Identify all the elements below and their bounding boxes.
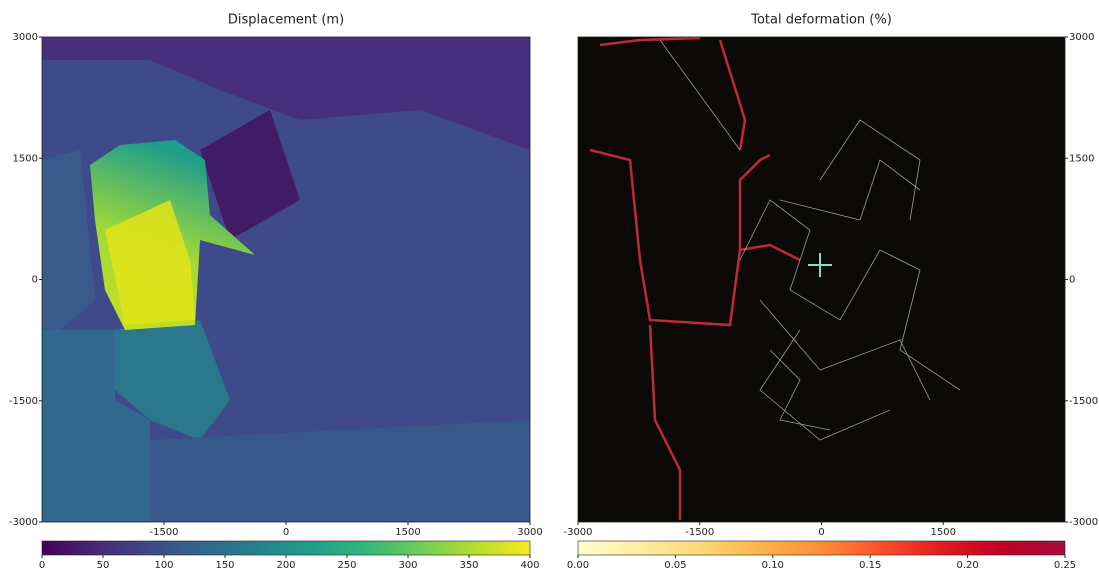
x-tick-label: -3000	[563, 527, 592, 538]
x-tick-label: 0	[818, 527, 824, 538]
colorbar-tick-label: 400	[520, 560, 539, 571]
y-tick-label: 1500	[13, 153, 38, 164]
colorbar-tick-label: 350	[459, 560, 478, 571]
y-tick-label: 3000	[1069, 32, 1094, 43]
y-tick-label: 0	[32, 275, 38, 286]
x-tick-label: 3000	[517, 527, 542, 538]
colorbar-tick-label: 0.00	[567, 560, 589, 571]
colorbar-tick-label: 100	[154, 560, 173, 571]
deformation-image	[578, 37, 1065, 522]
chart-title: Displacement (m)	[228, 13, 344, 28]
colorbar-tick-label: 0	[39, 560, 45, 571]
colorbar-tick-label: 300	[398, 560, 417, 571]
colorbar-tick-label: 250	[337, 560, 356, 571]
x-tick-label: 1500	[931, 527, 956, 538]
colorbar-tick-label: 0.20	[956, 560, 978, 571]
colorbar-tick-label: 0.05	[664, 560, 686, 571]
y-tick-label: -1500	[9, 396, 38, 407]
colorbar-tick-label: 0.25	[1054, 560, 1076, 571]
y-tick-label: 3000	[13, 32, 38, 43]
y-tick-label: 1500	[1069, 153, 1094, 164]
chart-title: Total deformation (%)	[750, 13, 892, 28]
x-tick-label: -1500	[685, 527, 714, 538]
y-tick-label: -3000	[1069, 517, 1098, 528]
colorbar-tick-label: 150	[215, 560, 234, 571]
colorbar	[42, 541, 530, 555]
figure: Displacement (m)-1500015003000-3000-1500…	[0, 0, 1099, 573]
x-tick-label: 1500	[395, 527, 420, 538]
colorbar-tick-label: 50	[97, 560, 110, 571]
y-tick-label: -3000	[9, 517, 38, 528]
y-tick-label: 0	[1069, 275, 1075, 286]
y-tick-label: -1500	[1069, 396, 1098, 407]
colorbar	[578, 541, 1065, 555]
colorbar-tick-label: 200	[276, 560, 295, 571]
x-tick-label: -1500	[149, 527, 178, 538]
displacement-image	[42, 37, 530, 522]
colorbar-tick-label: 0.10	[762, 560, 784, 571]
colorbar-tick-label: 0.15	[859, 560, 881, 571]
x-tick-label: 0	[283, 527, 289, 538]
